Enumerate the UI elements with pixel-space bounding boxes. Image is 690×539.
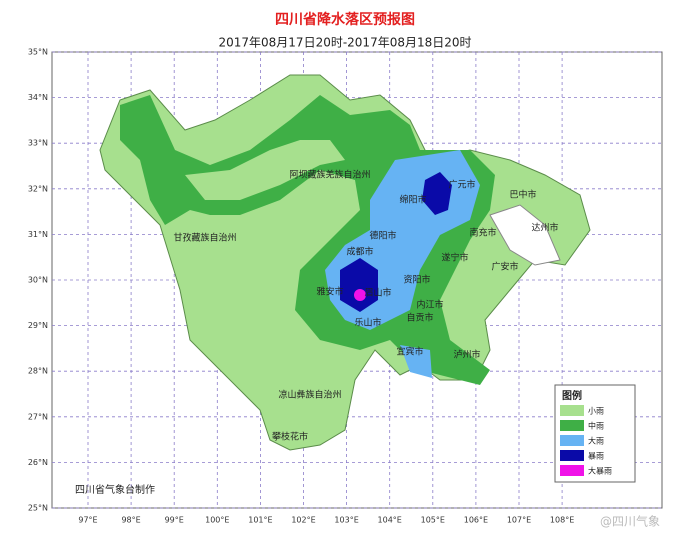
place-label: 眉山市 <box>364 287 391 299</box>
place-label: 内江市 <box>416 299 443 311</box>
latitude-label: 25°N <box>28 504 48 513</box>
latitude-label: 26°N <box>28 458 48 467</box>
place-label: 南充市 <box>469 227 496 239</box>
place-label: 成都市 <box>346 246 373 258</box>
place-label: 泸州市 <box>453 349 480 361</box>
longitude-label: 101°E <box>248 516 272 525</box>
heavy-rainstorm <box>354 289 366 301</box>
subtitle: 2017年08月17日20时-2017年08月18日20时 <box>218 36 471 50</box>
longitude-label: 97°E <box>78 516 97 525</box>
place-label: 广安市 <box>491 261 518 273</box>
place-label: 自贡市 <box>406 312 433 324</box>
title: 四川省降水落区预报图 <box>275 11 415 28</box>
legend-swatch <box>560 405 584 416</box>
legend-swatch <box>560 450 584 461</box>
legend-label: 小雨 <box>588 407 604 416</box>
longitude-label: 107°E <box>507 516 531 525</box>
longitude-label: 103°E <box>334 516 358 525</box>
legend-swatch <box>560 465 584 476</box>
longitude-label: 106°E <box>464 516 488 525</box>
longitude-label: 108°E <box>550 516 574 525</box>
legend-label: 中雨 <box>588 421 604 431</box>
place-label: 广元市 <box>448 179 475 191</box>
place-label: 达州市 <box>531 222 558 234</box>
place-label: 宜宾市 <box>396 346 423 358</box>
latitude-label: 27°N <box>28 412 48 421</box>
latitude-label: 32°N <box>28 184 48 193</box>
latitude-label: 33°N <box>28 139 48 148</box>
no-rain-area <box>489 204 561 266</box>
longitude-label: 105°E <box>421 516 445 525</box>
legend-label: 大雨 <box>588 436 604 446</box>
watermark: @四川气象 <box>600 514 660 529</box>
longitude-label: 102°E <box>291 516 315 525</box>
place-label: 乐山市 <box>354 317 381 329</box>
place-labels: 阿坝藏族羌族自治州 甘孜藏族自治州 凉山彝族自治州 攀枝花市 广元市 巴中市 绵… <box>173 169 558 443</box>
rainstorm <box>340 172 452 312</box>
place-label: 凉山彝族自治州 <box>278 389 341 401</box>
latitude-label: 28°N <box>28 367 48 376</box>
place-label: 阿坝藏族羌族自治州 <box>289 169 370 181</box>
latitude-label: 34°N <box>28 93 48 102</box>
latitude-label: 31°N <box>28 230 48 239</box>
place-label: 遂宁市 <box>441 252 468 264</box>
longitude-label: 98°E <box>121 516 140 525</box>
legend-label: 暴雨 <box>588 452 604 461</box>
legend-title: 图例 <box>562 389 582 402</box>
legend-swatch <box>560 435 584 446</box>
place-label: 攀枝花市 <box>272 431 308 443</box>
legend-label: 大暴雨 <box>588 466 612 476</box>
light-rain-gap <box>185 140 345 200</box>
place-label: 雅安市 <box>316 286 343 298</box>
credit: 四川省气象台制作 <box>75 483 155 496</box>
latitude-label: 29°N <box>28 321 48 330</box>
longitude-label: 99°E <box>165 516 184 525</box>
place-label: 巴中市 <box>509 189 536 201</box>
latitude-label: 30°N <box>28 276 48 285</box>
legend-box <box>554 384 636 483</box>
longitude-label: 100°E <box>205 516 229 525</box>
place-label: 绵阳市 <box>399 194 426 206</box>
place-label: 德阳市 <box>369 230 396 242</box>
latitude-label: 35°N <box>28 48 48 57</box>
longitude-label: 104°E <box>378 516 402 525</box>
place-label: 甘孜藏族自治州 <box>173 232 236 244</box>
legend-swatch <box>560 420 584 431</box>
place-label: 资阳市 <box>403 274 430 286</box>
